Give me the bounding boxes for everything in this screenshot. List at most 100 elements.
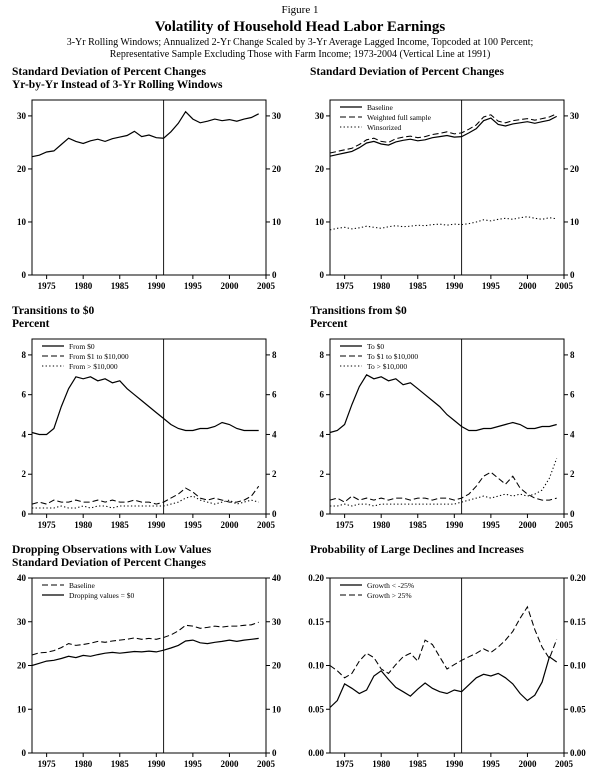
series-line	[31, 375, 259, 435]
svg-text:From > $10,000: From > $10,000	[69, 362, 118, 371]
svg-text:0.05: 0.05	[308, 704, 324, 714]
svg-text:2005: 2005	[555, 520, 574, 530]
series-line	[329, 115, 557, 157]
svg-text:1995: 1995	[184, 759, 203, 769]
chart-canvas: 0 0 2 2 4 4 6 6 8 8 1975 1980 1985 1990 1995 2000 2005 To…	[320, 338, 575, 530]
svg-text:1985: 1985	[409, 520, 428, 530]
series-line	[329, 373, 557, 433]
chart-title-line: Standard Deviation of Percent Changes	[12, 65, 207, 78]
svg-text:4: 4	[320, 429, 325, 439]
svg-text:1985: 1985	[111, 759, 130, 769]
svg-text:6: 6	[22, 389, 27, 399]
svg-text:2005: 2005	[257, 520, 276, 530]
series-line	[31, 485, 260, 505]
svg-text:8: 8	[570, 349, 575, 359]
svg-text:8: 8	[22, 349, 27, 359]
svg-text:Baseline: Baseline	[69, 581, 95, 590]
svg-text:10: 10	[272, 216, 282, 226]
chart-title-line: Dropping Observations with Low Values	[12, 543, 212, 556]
svg-text:30: 30	[17, 110, 27, 120]
chart-canvas: 0 0 2 2 4 4 6 6 8 8 1975 1980 1985 1990 1995 2000 2005 Fr…	[22, 338, 277, 530]
svg-text:0.20: 0.20	[570, 573, 586, 583]
series-line	[31, 637, 259, 666]
chart-canvas: 0.00 0.00 0.05 0.05 0.10 0.10 0.15 0.15 0.20 0.20…	[308, 573, 586, 769]
chart-title-line: Standard Deviation of Percent Changes	[12, 556, 207, 569]
svg-text:20: 20	[272, 163, 282, 173]
svg-text:1990: 1990	[445, 759, 464, 769]
svg-text:1985: 1985	[111, 520, 130, 530]
figure-subtitle-line2: Representative Sample Excluding Those wi…	[109, 49, 491, 60]
svg-text:To $1 to $10,000: To $1 to $10,000	[367, 352, 418, 361]
svg-text:2000: 2000	[220, 759, 239, 769]
series-line	[31, 621, 259, 656]
series-line	[329, 605, 558, 678]
svg-text:20: 20	[17, 660, 27, 670]
series-line	[329, 471, 557, 503]
svg-text:0.05: 0.05	[570, 704, 586, 714]
svg-text:6: 6	[320, 389, 325, 399]
chart-title: Dropping Observations with Low Values Sta…	[4, 544, 298, 571]
svg-text:1980: 1980	[74, 281, 93, 291]
svg-text:From $1 to $10,000: From $1 to $10,000	[69, 352, 129, 361]
svg-text:2000: 2000	[220, 281, 239, 291]
svg-text:1990: 1990	[147, 520, 166, 530]
svg-text:8: 8	[320, 349, 325, 359]
chart-panel-6: Probability of Large Declines and Increa…	[302, 544, 596, 771]
svg-text:10: 10	[570, 216, 580, 226]
svg-text:20: 20	[570, 163, 580, 173]
svg-text:0: 0	[272, 748, 277, 758]
svg-text:0.10: 0.10	[570, 660, 586, 670]
svg-text:0: 0	[22, 748, 27, 758]
svg-text:2000: 2000	[518, 759, 537, 769]
svg-text:1995: 1995	[482, 520, 501, 530]
chart-title-line: Transitions to $0	[12, 304, 95, 317]
svg-text:2005: 2005	[555, 281, 574, 291]
chart-title: Standard Deviation of Percent Changes	[302, 66, 596, 93]
svg-text:30: 30	[315, 110, 325, 120]
svg-text:1980: 1980	[372, 281, 391, 291]
chart-panel-1: Standard Deviation of Percent Changes Yr-…	[4, 66, 298, 293]
svg-text:1975: 1975	[336, 759, 355, 769]
svg-text:10: 10	[17, 216, 27, 226]
svg-text:0: 0	[272, 509, 277, 519]
series-line	[31, 110, 259, 157]
svg-text:4: 4	[272, 429, 277, 439]
svg-text:10: 10	[315, 216, 325, 226]
svg-text:0.20: 0.20	[308, 573, 324, 583]
chart-title: Standard Deviation of Percent Changes Yr-…	[4, 66, 298, 93]
svg-text:2: 2	[570, 469, 575, 479]
chart-title-line: Transitions from $0	[310, 304, 407, 317]
svg-text:Dropping values = $0: Dropping values = $0	[69, 591, 135, 600]
svg-text:0.00: 0.00	[308, 748, 324, 758]
svg-text:0: 0	[22, 270, 27, 280]
svg-text:1975: 1975	[336, 520, 355, 530]
svg-text:20: 20	[315, 163, 325, 173]
svg-text:6: 6	[272, 389, 277, 399]
svg-text:2000: 2000	[220, 520, 239, 530]
svg-text:4: 4	[22, 429, 27, 439]
svg-text:2005: 2005	[257, 759, 276, 769]
figure-header: Figure 1 Volatility of Household Head La…	[4, 4, 596, 62]
svg-text:20: 20	[272, 660, 282, 670]
chart-panel-3: Transitions to $0 Percent 0 0 2 2 4 4 6 6 8 8 1975 19…	[4, 305, 298, 532]
svg-text:0: 0	[22, 509, 27, 519]
svg-text:1980: 1980	[74, 520, 93, 530]
chart-title: Transitions from $0 Percent	[302, 305, 596, 332]
svg-text:0: 0	[570, 270, 575, 280]
svg-text:1975: 1975	[38, 281, 57, 291]
svg-text:1990: 1990	[445, 520, 464, 530]
svg-text:2000: 2000	[518, 520, 537, 530]
svg-text:1985: 1985	[409, 759, 428, 769]
svg-text:0: 0	[272, 270, 277, 280]
svg-text:0.15: 0.15	[570, 616, 586, 626]
series-line	[329, 655, 558, 708]
chart-panel-4: Transitions from $0 Percent 0 0 2 2 4 4 6 6 8 8 1975…	[302, 305, 596, 532]
svg-text:20: 20	[17, 163, 27, 173]
figure-subtitle-line1: 3-Yr Rolling Windows; Annualized 2-Yr Ch…	[66, 36, 534, 48]
svg-text:1990: 1990	[147, 759, 166, 769]
svg-text:1995: 1995	[482, 759, 501, 769]
svg-text:2005: 2005	[555, 759, 574, 769]
chart-panel-2: Standard Deviation of Percent Changes 0 0 1…	[302, 66, 596, 293]
svg-text:0: 0	[320, 270, 325, 280]
